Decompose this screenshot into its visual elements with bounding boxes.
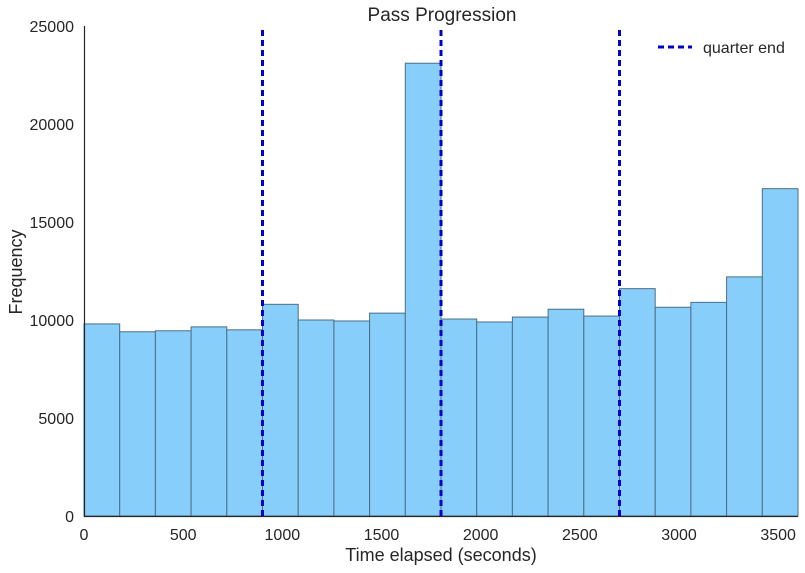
histogram-bar	[119, 331, 156, 517]
axes	[83, 26, 798, 518]
histogram-bar	[476, 321, 513, 517]
y-tick-label: 20000	[30, 117, 75, 134]
histogram-bar	[511, 316, 549, 517]
histogram-bar	[654, 306, 692, 517]
x-tick-labels: 0 500 1000 1500 2000 2500 3000 3500	[80, 527, 797, 544]
histogram-bar	[440, 318, 478, 517]
x-tick-label: 2000	[463, 527, 499, 544]
histogram-bar	[333, 320, 371, 517]
y-tick-label: 0	[65, 509, 74, 526]
histogram-bar	[262, 303, 299, 517]
legend: quarter end	[658, 40, 785, 57]
x-tick-label: 3500	[760, 527, 796, 544]
histogram-bar	[83, 323, 121, 517]
histogram-bar	[190, 326, 228, 517]
histogram-bar	[583, 315, 620, 517]
x-tick-label: 1000	[265, 527, 301, 544]
histogram-bar	[369, 312, 406, 517]
y-tick-labels: 0 5000 10000 15000 20000 25000	[30, 19, 75, 526]
histogram-bar	[761, 188, 799, 517]
histogram-bar	[154, 330, 192, 517]
histogram-bar	[297, 319, 335, 517]
x-tick-label: 0	[80, 527, 89, 544]
x-tick-label: 500	[170, 527, 197, 544]
histogram-bars	[83, 62, 799, 517]
x-tick-label: 1500	[364, 527, 400, 544]
histogram-bar	[690, 301, 728, 517]
x-tick-label: 3000	[661, 527, 697, 544]
y-tick-label: 10000	[30, 313, 75, 330]
histogram-bar	[404, 62, 442, 517]
histogram-bar	[726, 276, 763, 517]
quarter-end-lines	[261, 30, 621, 516]
x-tick-label: 2500	[562, 527, 598, 544]
y-tick-label: 25000	[30, 19, 75, 36]
histogram-bar	[619, 288, 656, 517]
x-axis-label: Time elapsed (seconds)	[345, 545, 536, 565]
histogram-bar	[547, 308, 585, 517]
histogram-bar	[226, 329, 264, 517]
y-tick-label: 15000	[30, 215, 75, 232]
legend-label: quarter end	[703, 40, 785, 57]
y-tick-label: 5000	[38, 411, 74, 428]
chart-title: Pass Progression	[368, 5, 517, 26]
y-axis-label: Frequency	[6, 229, 26, 314]
